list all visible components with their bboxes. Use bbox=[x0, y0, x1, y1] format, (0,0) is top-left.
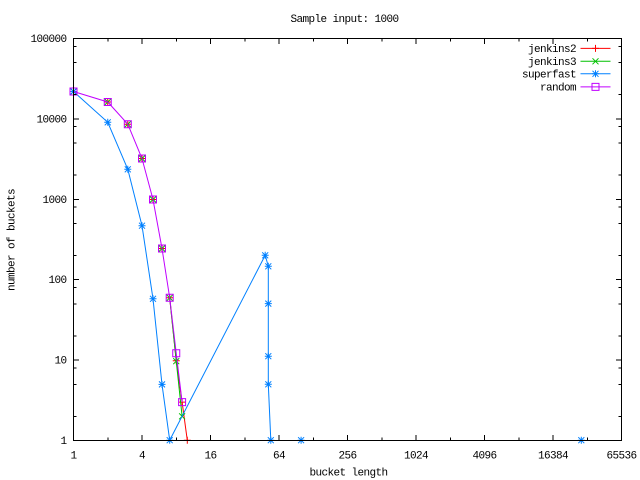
svg-text:100: 100 bbox=[48, 275, 66, 287]
svg-text:16: 16 bbox=[204, 451, 216, 463]
svg-text:10000: 10000 bbox=[36, 114, 66, 126]
svg-text:256: 256 bbox=[338, 451, 356, 463]
svg-text:superfast: superfast bbox=[522, 69, 576, 81]
svg-text:1000: 1000 bbox=[42, 195, 66, 207]
svg-text:Sample input: 1000: Sample input: 1000 bbox=[290, 14, 398, 26]
svg-text:jenkins3: jenkins3 bbox=[528, 57, 576, 69]
svg-text:16384: 16384 bbox=[538, 451, 569, 463]
svg-text:1024: 1024 bbox=[404, 451, 429, 463]
svg-text:random: random bbox=[540, 82, 577, 94]
svg-text:4: 4 bbox=[139, 451, 146, 463]
svg-text:bucket length: bucket length bbox=[309, 468, 387, 480]
svg-text:number of buckets: number of buckets bbox=[7, 189, 19, 291]
svg-text:65536: 65536 bbox=[606, 451, 636, 463]
svg-text:10: 10 bbox=[54, 356, 66, 368]
svg-text:4096: 4096 bbox=[472, 451, 496, 463]
svg-text:64: 64 bbox=[273, 451, 286, 463]
svg-text:1: 1 bbox=[70, 451, 77, 463]
svg-text:1: 1 bbox=[60, 436, 67, 448]
svg-text:100000: 100000 bbox=[30, 34, 66, 46]
svg-text:jenkins2: jenkins2 bbox=[528, 44, 576, 56]
